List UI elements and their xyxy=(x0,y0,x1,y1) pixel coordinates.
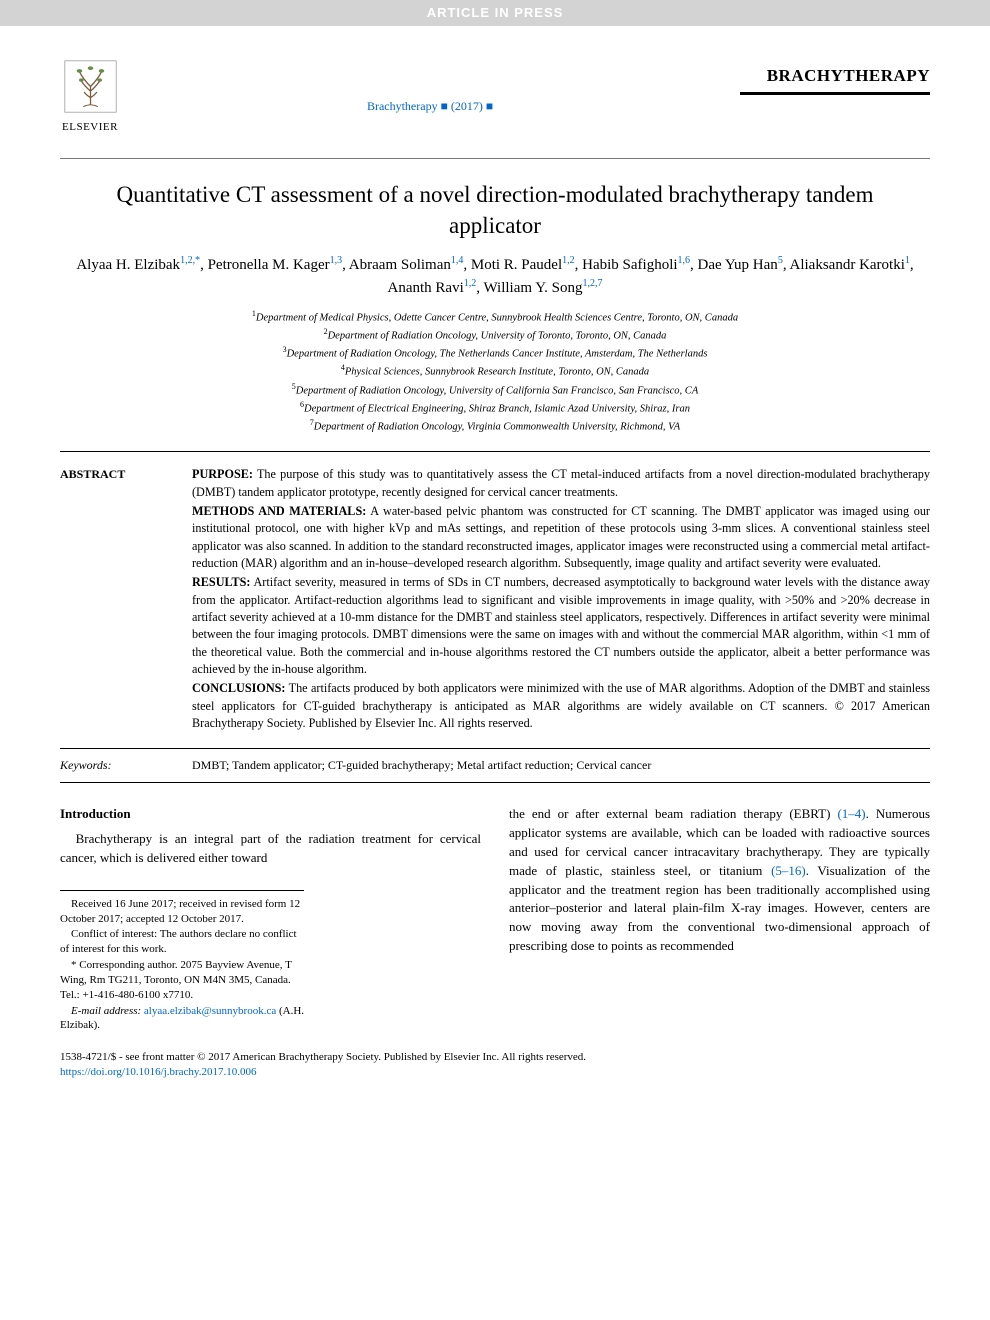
abstract-body: PURPOSE: The purpose of this study was t… xyxy=(192,466,930,734)
affiliation: 5Department of Radiation Oncology, Unive… xyxy=(70,381,920,399)
article-in-press-banner: ARTICLE IN PRESS xyxy=(0,0,990,26)
journal-ref-line[interactable]: Brachytherapy ■ (2017) ■ xyxy=(120,56,740,115)
doi-link[interactable]: https://doi.org/10.1016/j.brachy.2017.10… xyxy=(60,1066,256,1078)
conclusions-text: The artifacts produced by both applicato… xyxy=(192,681,930,730)
author: Alyaa H. Elzibak1,2,* xyxy=(76,257,200,273)
author: Ananth Ravi1,2 xyxy=(388,280,477,296)
keywords-text: DMBT; Tandem applicator; CT-guided brach… xyxy=(192,757,930,774)
journal-title: BRACHYTHERAPY xyxy=(740,64,930,88)
author: Aliaksandr Karotki1 xyxy=(790,257,910,273)
author: Habib Safigholi1,6 xyxy=(582,257,690,273)
elsevier-tree-icon xyxy=(60,56,120,116)
keywords-label: Keywords: xyxy=(60,757,180,774)
author: William Y. Song1,2,7 xyxy=(483,280,602,296)
copyright-text: 1538-4721/$ - see front matter © 2017 Am… xyxy=(60,1050,930,1065)
results-head: RESULTS: xyxy=(192,575,251,589)
footnote-email: E-mail address: alyaa.elzibak@sunnybrook… xyxy=(60,1004,304,1034)
purpose-text: The purpose of this study was to quantit… xyxy=(192,467,930,498)
affiliation: 6Department of Electrical Engineering, S… xyxy=(70,399,920,417)
journal-title-block: BRACHYTHERAPY xyxy=(740,56,930,95)
email-label: E-mail address: xyxy=(71,1005,144,1017)
footnote-conflict: Conflict of interest: The authors declar… xyxy=(60,927,304,957)
affiliation: 7Department of Radiation Oncology, Virgi… xyxy=(70,417,920,435)
affiliation: 4Physical Sciences, Sunnybrook Research … xyxy=(70,362,920,380)
column-right: the end or after external beam radiation… xyxy=(509,805,930,1034)
publisher-name: ELSEVIER xyxy=(62,120,118,135)
publisher-block: ELSEVIER xyxy=(60,56,120,135)
abstract-block: ABSTRACT PURPOSE: The purpose of this st… xyxy=(60,451,930,749)
methods-head: METHODS AND MATERIALS: xyxy=(192,504,366,518)
abstract-label: ABSTRACT xyxy=(60,466,180,734)
authors-list: Alyaa H. Elzibak1,2,*, Petronella M. Kag… xyxy=(0,253,990,308)
article-title: Quantitative CT assessment of a novel di… xyxy=(0,159,990,253)
intro-paragraph-left: Brachytherapy is an integral part of the… xyxy=(60,830,481,868)
intro-paragraph-right: the end or after external beam radiation… xyxy=(509,805,930,956)
email-link[interactable]: alyaa.elzibak@sunnybrook.ca xyxy=(144,1005,276,1017)
footnotes-block: Received 16 June 2017; received in revis… xyxy=(60,890,304,1034)
author: Moti R. Paudel1,2 xyxy=(471,257,575,273)
citation-link-5-16[interactable]: (5–16) xyxy=(771,863,806,878)
footnote-received: Received 16 June 2017; received in revis… xyxy=(60,897,304,927)
journal-title-rule xyxy=(740,92,930,95)
affiliations-list: 1Department of Medical Physics, Odette C… xyxy=(0,308,990,452)
citation-link-1-4[interactable]: (1–4) xyxy=(837,806,865,821)
intro-r-seg-a: the end or after external beam radiation… xyxy=(509,806,837,821)
affiliation: 2Department of Radiation Oncology, Unive… xyxy=(70,326,920,344)
column-left: Introduction Brachytherapy is an integra… xyxy=(60,805,481,1034)
affiliation: 1Department of Medical Physics, Odette C… xyxy=(70,308,920,326)
keywords-row: Keywords: DMBT; Tandem applicator; CT-gu… xyxy=(60,749,930,783)
author: Dae Yup Han5 xyxy=(698,257,783,273)
header-zone: ELSEVIER Brachytherapy ■ (2017) ■ BRACHY… xyxy=(0,26,990,145)
footnote-corresponding: * Corresponding author. 2075 Bayview Ave… xyxy=(60,958,304,1003)
purpose-head: PURPOSE: xyxy=(192,467,253,481)
conclusions-head: CONCLUSIONS: xyxy=(192,681,285,695)
introduction-heading: Introduction xyxy=(60,805,481,824)
main-columns: Introduction Brachytherapy is an integra… xyxy=(0,783,990,1046)
affiliation: 3Department of Radiation Oncology, The N… xyxy=(70,344,920,362)
results-text: Artifact severity, measured in terms of … xyxy=(192,575,930,676)
author: Abraam Soliman1,4 xyxy=(349,257,464,273)
copyright-block: 1538-4721/$ - see front matter © 2017 Am… xyxy=(60,1050,930,1080)
author: Petronella M. Kager1,3 xyxy=(208,257,343,273)
